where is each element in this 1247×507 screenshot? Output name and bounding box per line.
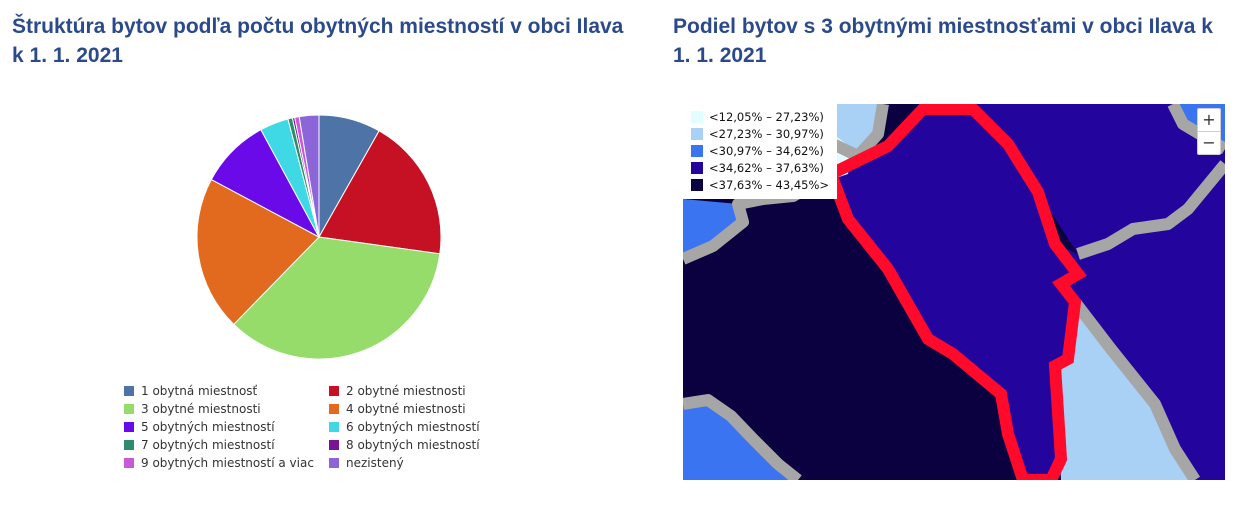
pie-legend: 1 obytná miestnosť 2 obytné miestnosti 3… <box>124 383 504 471</box>
map-legend-item: <27,23% – 30,97%) <box>691 125 829 142</box>
pie-slice-10[interactable] <box>298 114 320 238</box>
pie-slice-4[interactable] <box>196 178 320 326</box>
legend-item-4-rooms[interactable]: 4 obytné miestnosti <box>329 401 504 417</box>
legend-label: 5 obytných miestností <box>141 420 275 434</box>
legend-item-1-room[interactable]: 1 obytná miestnosť <box>124 383 329 399</box>
legend-item-6-rooms[interactable]: 6 obytných miestností <box>329 419 504 435</box>
map-legend-swatch <box>691 127 703 140</box>
legend-swatch <box>124 422 134 432</box>
legend-item-unknown[interactable]: nezistený <box>329 455 504 471</box>
region-west[interactable] <box>683 199 743 256</box>
legend-item-9-plus-rooms[interactable]: 9 obytných miestností a viac <box>124 455 329 471</box>
legend-label: 6 obytných miestností <box>346 420 480 434</box>
pie-slice-3[interactable] <box>233 236 441 360</box>
map-legend-item: <30,97% – 34,62%) <box>691 142 829 159</box>
map-legend-swatch <box>691 144 703 157</box>
map-legend-item: <37,63% – 43,45%> <box>691 176 829 193</box>
legend-swatch <box>329 440 339 450</box>
pie-slice-2[interactable] <box>318 130 442 255</box>
legend-item-5-rooms[interactable]: 5 obytných miestností <box>124 419 329 435</box>
legend-swatch <box>124 386 134 396</box>
map-legend-label: <12,05% – 27,23%) <box>709 109 824 124</box>
zoom-in-button[interactable]: + <box>1202 110 1216 129</box>
legend-item-3-rooms[interactable]: 3 obytné miestnosti <box>124 401 329 417</box>
pie-chart <box>196 114 442 360</box>
choropleth-map[interactable]: <12,05% – 27,23%) <27,23% – 30,97%) <30,… <box>683 104 1225 480</box>
map-legend-label: <27,23% – 30,97%) <box>709 126 824 141</box>
legend-item-2-rooms[interactable]: 2 obytné miestnosti <box>329 383 504 399</box>
legend-swatch <box>124 440 134 450</box>
legend-swatch <box>329 404 339 414</box>
map-legend-label: <37,63% – 43,45%> <box>709 177 830 192</box>
legend-label: nezistený <box>346 456 404 470</box>
map-legend-swatch <box>691 110 703 123</box>
region-ilava[interactable] <box>831 109 1078 480</box>
legend-label: 8 obytných miestností <box>346 438 480 452</box>
map-legend-swatch <box>691 161 703 174</box>
pie-chart-title: Štruktúra bytov podľa počtu obytných mie… <box>12 15 624 67</box>
map-legend-label: <34,62% – 37,63%) <box>709 160 824 175</box>
legend-label: 9 obytných miestností a viac <box>141 456 314 470</box>
zoom-out-button[interactable]: − <box>1198 131 1220 154</box>
region-east[interactable] <box>1055 164 1225 480</box>
region-northeast[interactable] <box>973 104 1225 254</box>
legend-item-7-rooms[interactable]: 7 obytných miestností <box>124 437 329 453</box>
region-southeast-light[interactable] <box>1055 302 1193 480</box>
legend-label: 2 obytné miestnosti <box>346 384 466 398</box>
map-legend-swatch <box>691 178 703 191</box>
ilava-boundary <box>825 104 1087 480</box>
legend-label: 3 obytné miestnosti <box>141 402 261 416</box>
legend-label: 7 obytných miestností <box>141 438 275 452</box>
legend-item-8-rooms[interactable]: 8 obytných miestností <box>329 437 504 453</box>
legend-swatch <box>329 458 339 468</box>
map-title: Podiel bytov s 3 obytnými miestnosťami v… <box>673 15 1213 67</box>
legend-label: 1 obytná miestnosť <box>141 384 258 398</box>
legend-swatch <box>329 386 339 396</box>
legend-swatch <box>124 458 134 468</box>
map-legend-item: <12,05% – 27,23%) <box>691 108 829 125</box>
legend-swatch <box>124 404 134 414</box>
map-legend: <12,05% – 27,23%) <27,23% – 30,97%) <30,… <box>683 104 838 199</box>
map-legend-item: <34,62% – 37,63%) <box>691 159 829 176</box>
legend-label: 4 obytné miestnosti <box>346 402 466 416</box>
legend-swatch <box>329 422 339 432</box>
map-legend-label: <30,97% – 34,62%) <box>709 143 824 158</box>
zoom-control: + − <box>1197 108 1221 155</box>
